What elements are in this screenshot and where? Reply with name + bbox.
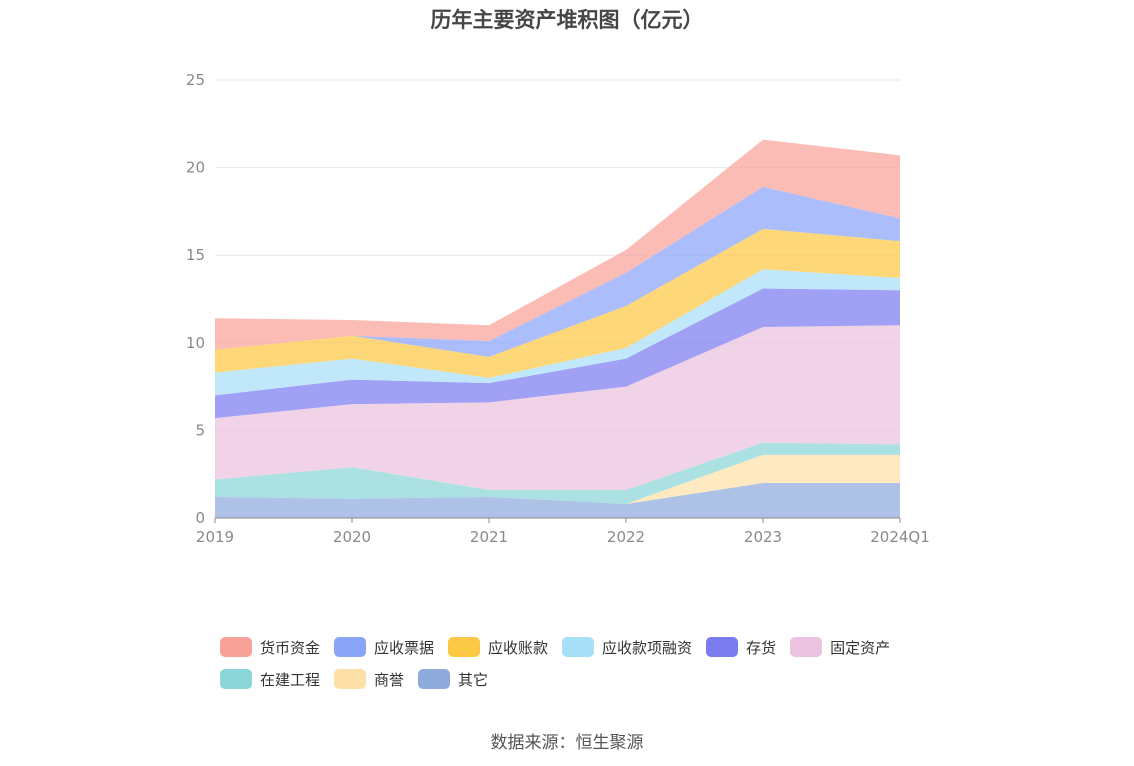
legend-item[interactable]: 商誉 (334, 669, 404, 690)
legend-swatch (334, 637, 367, 657)
area-series-应收账款 (215, 228, 900, 378)
legend-item[interactable]: 在建工程 (220, 669, 320, 690)
legend: 货币资金 应收票据 应收账款 应收款项融资 存货 固定资产 在建工程 商誉 其它 (220, 631, 940, 695)
legend-swatch (562, 637, 595, 657)
area-series-其它 (215, 482, 900, 518)
x-tick-label: 2021 (470, 528, 508, 546)
legend-row: 货币资金 应收票据 应收账款 应收款项融资 存货 固定资产 (220, 631, 940, 663)
legend-label: 其它 (458, 670, 489, 689)
x-tick-label: 2022 (607, 528, 645, 546)
legend-label: 存货 (746, 638, 777, 657)
legend-swatch (220, 637, 252, 657)
chart-title: 历年主要资产堆积图（亿元） (430, 8, 704, 32)
y-tick-label: 10 (186, 334, 205, 352)
x-tick-label: 2024Q1 (870, 528, 930, 546)
legend-swatch (220, 669, 252, 689)
legend-item[interactable]: 固定资产 (790, 637, 890, 658)
y-tick-label: 0 (195, 509, 205, 527)
area-series-商誉 (215, 454, 900, 504)
y-tick-label: 15 (186, 246, 205, 264)
area-series-应收票据 (215, 186, 900, 357)
legend-label: 固定资产 (830, 638, 891, 657)
legend-swatch (418, 669, 451, 689)
y-tick-label: 20 (186, 159, 205, 177)
axis-layer: 0 5 10 15 20 25 2019 2020 2021 2022 2023 2024Q1 (186, 71, 930, 546)
legend-swatch (790, 637, 823, 657)
legend-label: 商誉 (374, 670, 405, 689)
legend-item[interactable]: 其它 (418, 669, 488, 690)
legend-swatch (334, 669, 367, 689)
legend-label: 在建工程 (260, 670, 321, 689)
legend-row: 在建工程 商誉 其它 (220, 663, 940, 695)
x-tick-label: 2020 (333, 528, 371, 546)
x-tick-label: 2023 (744, 528, 782, 546)
area-series-在建工程 (215, 442, 900, 504)
legend-label: 货币资金 (260, 638, 321, 657)
area-layer (215, 139, 900, 518)
legend-item[interactable]: 货币资金 (220, 637, 320, 658)
area-series-固定资产 (215, 325, 900, 490)
legend-item[interactable]: 应收款项融资 (562, 637, 692, 658)
legend-label: 应收账款 (488, 638, 549, 657)
source-note: 数据来源：恒生聚源 (490, 733, 644, 753)
y-tick-label: 5 (195, 421, 205, 439)
area-series-货币资金 (215, 139, 900, 350)
area-series-应收款项融资 (215, 269, 900, 396)
area-series-存货 (215, 288, 900, 419)
legend-item[interactable]: 存货 (706, 637, 776, 658)
legend-swatch (448, 637, 481, 657)
legend-item[interactable]: 应收票据 (334, 637, 434, 658)
x-tick-label: 2019 (196, 528, 234, 546)
legend-label: 应收款项融资 (602, 638, 693, 657)
legend-swatch (706, 637, 739, 657)
legend-label: 应收票据 (374, 638, 435, 657)
legend-item[interactable]: 应收账款 (448, 637, 548, 658)
y-tick-label: 25 (186, 71, 205, 89)
